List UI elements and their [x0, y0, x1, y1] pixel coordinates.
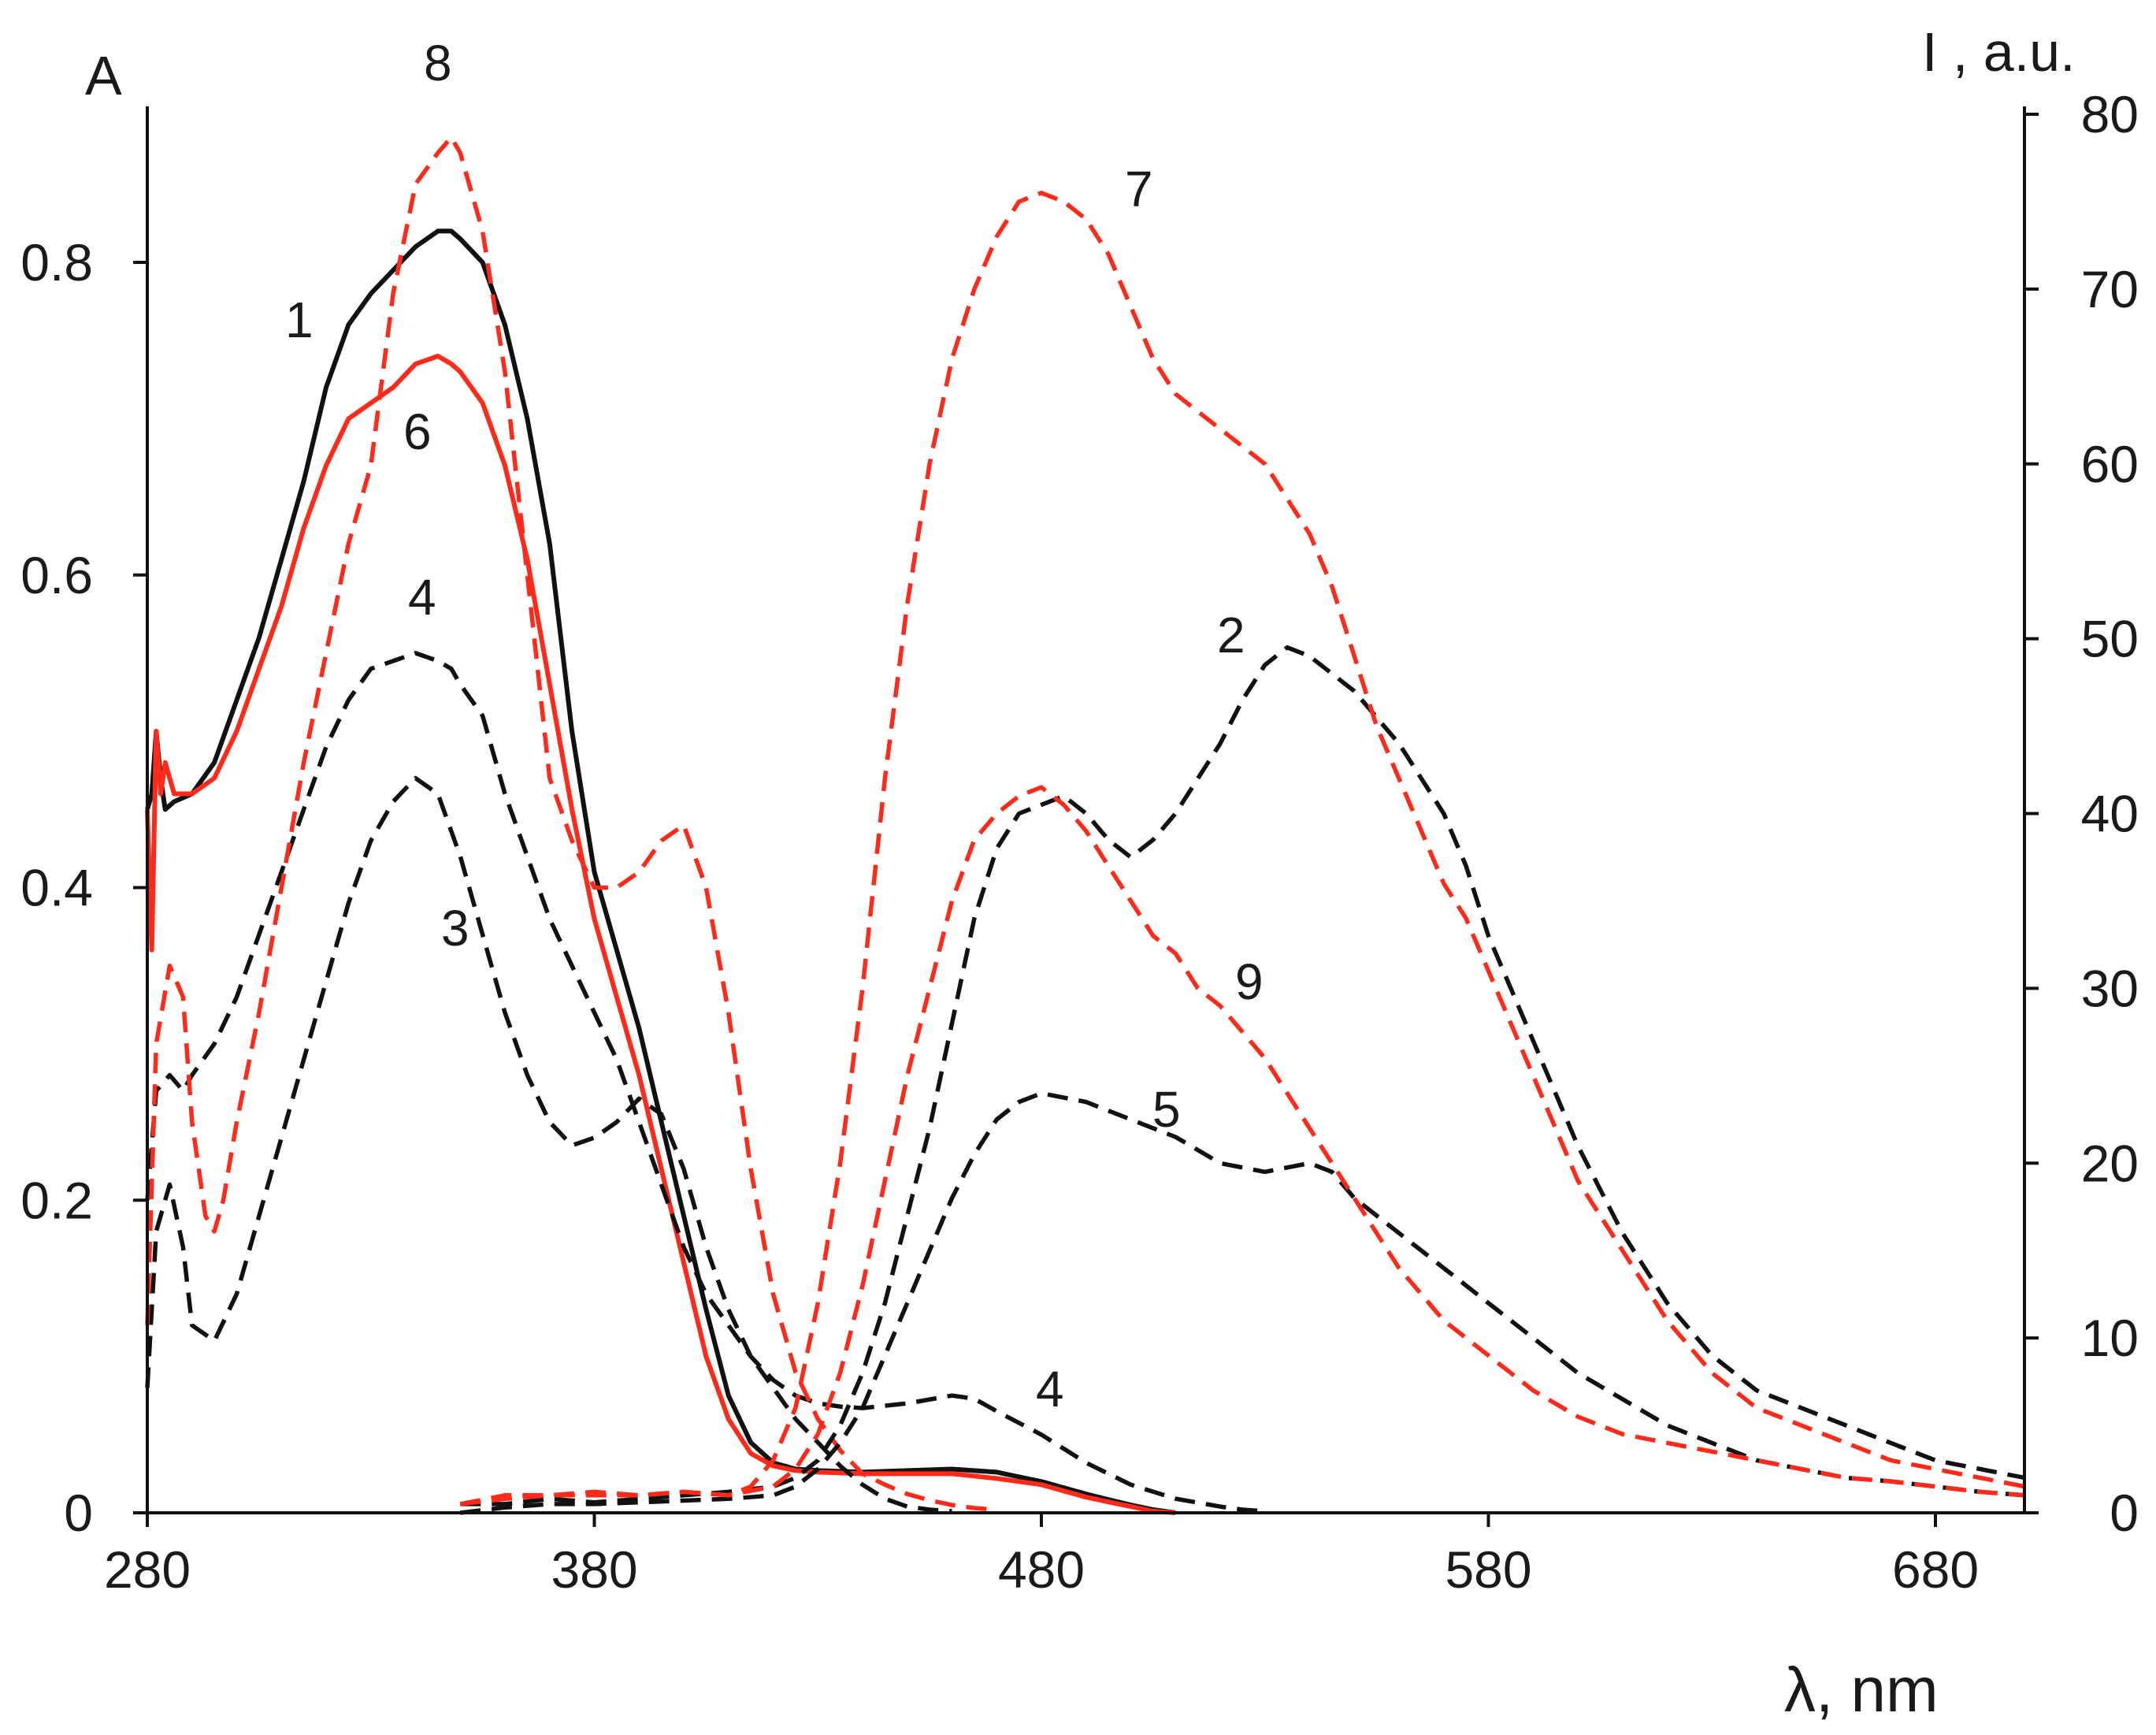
x-tick-label: 680 — [1892, 1540, 1979, 1599]
series-line-6-absorption — [145, 354, 1176, 1515]
curve-label-4-emission: 4 — [1036, 1361, 1064, 1417]
curve-label-4-absorption: 4 — [408, 569, 436, 626]
x-tick-label: 380 — [551, 1540, 637, 1599]
x-axis-title: λ, nm — [1784, 1655, 1939, 1725]
curve-label-5: 5 — [1152, 1081, 1181, 1138]
series-line-8-absorption — [145, 135, 997, 1512]
right-y-tick-label: 40 — [2081, 785, 2139, 843]
right-y-tick-label: 30 — [2081, 959, 2139, 1017]
curve-label-2: 2 — [1217, 607, 1245, 663]
right-y-tick-label: 50 — [2081, 610, 2139, 668]
right-y-axis-title: I , a.u. — [1922, 21, 2076, 83]
right-y-tick-label: 60 — [2081, 435, 2139, 493]
ticks-layer: 280 380 480 580 68000.20.40.60.8010203040506… — [20, 85, 2139, 1599]
curve-label-3: 3 — [441, 900, 469, 957]
left-y-tick-label: 0.4 — [20, 859, 93, 917]
axes-layer — [146, 106, 2026, 1514]
x-tick-label: 480 — [998, 1540, 1085, 1599]
series-line-5-emission — [459, 1090, 2025, 1515]
series-line-1-absorption — [145, 228, 1176, 1515]
series-line-4-absorption — [145, 651, 1265, 1514]
right-y-tick-label: 0 — [2110, 1484, 2139, 1542]
left-y-tick-label: 0.8 — [20, 233, 93, 292]
series-line-3-absorption — [145, 775, 952, 1514]
right-y-tick-label: 70 — [2081, 260, 2139, 318]
series-line-9-emission — [459, 785, 2025, 1507]
left-y-tick-label: 0.2 — [20, 1171, 93, 1229]
series-line-2-emission — [460, 645, 2026, 1507]
x-tick-label: 580 — [1445, 1540, 1531, 1599]
right-y-tick-label: 20 — [2081, 1134, 2139, 1192]
curve-label-6: 6 — [403, 403, 432, 460]
left-y-tick-label: 0 — [64, 1484, 93, 1542]
left-y-axis-title: A — [85, 45, 122, 106]
curve-label-1: 1 — [285, 292, 314, 348]
right-y-tick-label: 10 — [2081, 1309, 2139, 1367]
curves-layer — [145, 135, 2026, 1515]
right-y-tick-label: 80 — [2081, 85, 2139, 143]
x-tick-label: 280 — [104, 1540, 191, 1599]
series-line-7-emission — [459, 191, 2026, 1507]
curve-label-9: 9 — [1235, 953, 1264, 1010]
curve-label-7: 7 — [1125, 161, 1153, 217]
left-y-tick-label: 0.6 — [20, 546, 93, 604]
curve-label-8: 8 — [424, 35, 452, 91]
